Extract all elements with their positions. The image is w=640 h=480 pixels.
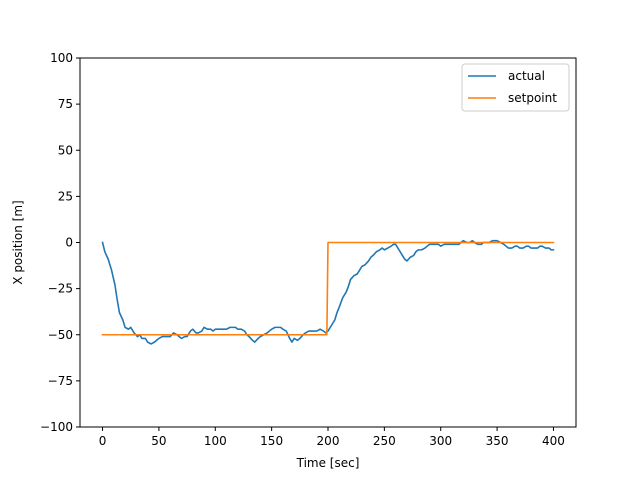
series-line-setpoint — [101, 241, 555, 336]
legend: actual setpoint — [461, 63, 570, 112]
x-tick-label: 50 — [151, 434, 166, 448]
y-tick-label: 25 — [58, 189, 73, 203]
y-tick-label: 100 — [50, 51, 73, 65]
axes-frame — [79, 57, 577, 428]
y-tick-label: 0 — [65, 236, 73, 250]
x-tick-label: 300 — [429, 434, 452, 448]
series-line-actual — [101, 239, 555, 345]
y-tick-label: −75 — [48, 374, 73, 388]
x-axis-label: Time [sec] — [296, 456, 360, 470]
y-tick-label: −25 — [48, 282, 73, 296]
x-tick-label: 400 — [542, 434, 565, 448]
y-tick-label: 50 — [58, 143, 73, 157]
y-axis-label: X position [m] — [11, 200, 25, 284]
x-tick-label: 0 — [99, 434, 107, 448]
x-tick-label: 200 — [317, 434, 340, 448]
y-tick-label: −50 — [48, 328, 73, 342]
x-axis-ticks: 0 50 100 150 200 250 300 350 400 — [99, 427, 565, 448]
x-tick-label: 100 — [204, 434, 227, 448]
x-tick-label: 350 — [486, 434, 509, 448]
y-tick-label: 75 — [58, 97, 73, 111]
y-tick-label: −100 — [40, 420, 73, 434]
series-layer — [101, 239, 555, 345]
y-axis-ticks: −100 −75 −50 −25 0 25 50 75 100 — [40, 51, 80, 434]
x-tick-label: 150 — [260, 434, 283, 448]
x-tick-label: 250 — [373, 434, 396, 448]
legend-label-actual: actual — [508, 69, 545, 83]
legend-label-setpoint: setpoint — [508, 91, 557, 105]
